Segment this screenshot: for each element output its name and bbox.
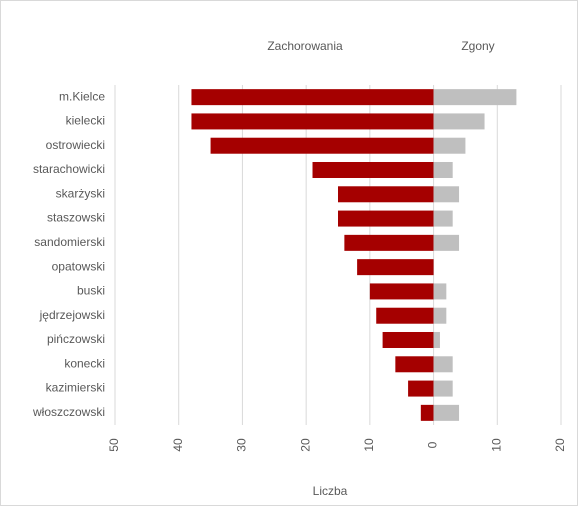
bar — [420, 404, 434, 421]
x-tick-label: 20 — [298, 438, 312, 452]
bar — [433, 356, 453, 373]
y-tick-label: m.Kielce — [59, 89, 105, 103]
y-tick-label: opatowski — [52, 259, 105, 273]
x-tick-label: 10 — [362, 438, 376, 452]
y-tick-label: konecki — [64, 356, 105, 370]
y-tick-label: kazimierski — [46, 381, 105, 395]
bar — [395, 356, 434, 373]
series-label: Zgony — [461, 39, 494, 53]
x-tick-label: 0 — [426, 441, 440, 448]
bar — [433, 332, 440, 348]
bar — [344, 234, 434, 251]
bar — [433, 283, 447, 300]
x-tick-label: 40 — [171, 438, 185, 452]
y-tick-label: staszowski — [47, 211, 105, 225]
bar — [433, 137, 466, 154]
bar — [191, 89, 434, 106]
y-tick-label: jędrzejowski — [39, 308, 105, 322]
bar — [433, 380, 453, 397]
bar — [433, 186, 460, 203]
bar — [191, 113, 434, 130]
bar — [433, 89, 517, 106]
bar — [338, 186, 434, 203]
y-tick-label: starachowicki — [33, 162, 105, 176]
bar — [376, 307, 434, 324]
bar — [433, 162, 453, 178]
y-tick-label: pińczowski — [47, 332, 105, 346]
bar — [312, 162, 434, 178]
bar — [433, 210, 453, 227]
y-tick-label: kielecki — [66, 114, 105, 128]
x-tick-label: 30 — [235, 438, 249, 452]
bar — [433, 307, 447, 324]
y-tick-label: buski — [77, 284, 105, 298]
bar — [408, 380, 434, 397]
y-tick-label: ostrowiecki — [46, 138, 105, 152]
x-tick-label: 20 — [553, 438, 567, 452]
bar — [357, 259, 434, 276]
x-axis-label: Liczba — [313, 484, 348, 498]
bar — [369, 283, 434, 300]
y-tick-label: sandomierski — [34, 235, 105, 249]
x-tick-label: 50 — [107, 438, 121, 452]
bar — [382, 332, 434, 348]
bar — [433, 404, 460, 421]
bar — [338, 210, 434, 227]
bar — [210, 137, 434, 154]
y-tick-label: włoszczowski — [32, 405, 105, 419]
series-label: Zachorowania — [267, 39, 343, 53]
bar — [433, 234, 460, 251]
y-tick-label: skarżyski — [56, 186, 105, 200]
bar — [433, 113, 485, 130]
x-tick-label: 10 — [489, 438, 503, 452]
